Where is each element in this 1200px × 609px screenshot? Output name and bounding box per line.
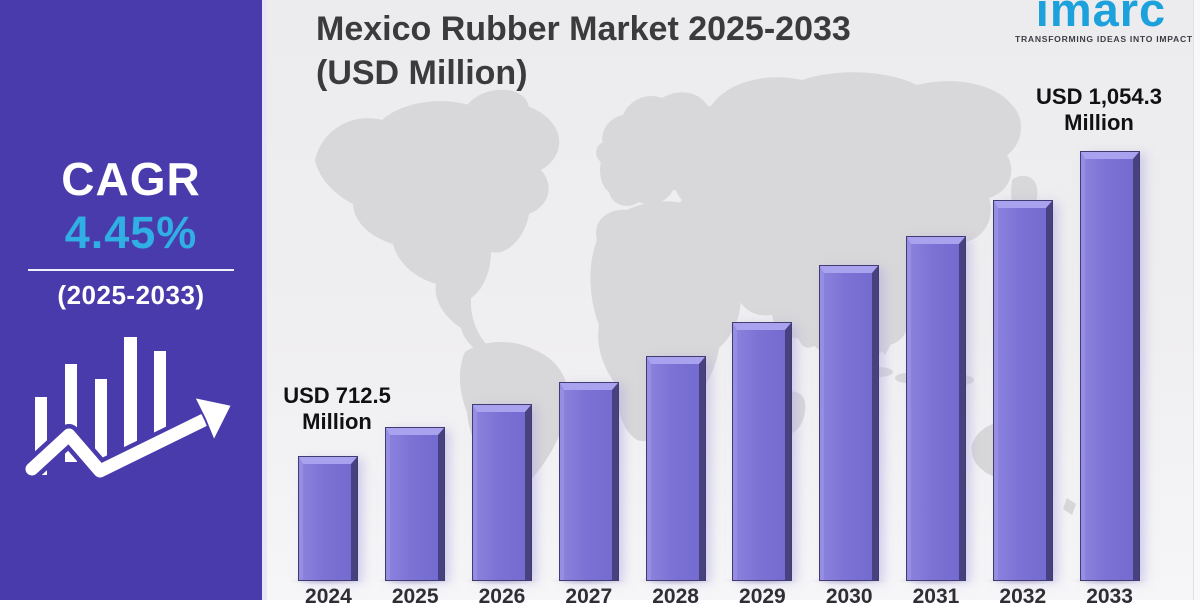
value-label-2024-line2: Million [302,408,372,434]
bar-slot-2025: 2025 [372,0,459,608]
bar-2029 [733,323,792,580]
cagr-period: (2025-2033) [57,280,205,310]
bar-slot-2033: 2033 [1066,0,1153,608]
value-label-2033-line2: Million [1064,109,1134,135]
bar-slot-2031: 2031 [893,0,980,608]
bar-2027 [559,383,618,580]
bar-slot-2032: 2032 [979,0,1066,608]
chart-title: Mexico Rubber Market 2025-2033 (USD Mill… [316,8,851,95]
bar-2030 [820,266,879,580]
imarc-logo-wordmark: imarc [1035,0,1167,36]
bar-shadow-2033 [1071,576,1148,585]
year-label-2033: 2033 [1086,585,1133,608]
cagr-sidebar: CAGR 4.45% (2025-2033) [0,0,262,600]
bar-chart-growth-arrow-icon [21,327,238,514]
imarc-logo: imarc TRANSFORMING IDEAS INTO IMPACT [1015,0,1193,44]
bar-shadow-2029 [724,576,801,585]
bar-shadow-2031 [897,576,974,585]
bar-slot-2026: 2026 [459,0,546,608]
cagr-divider [28,269,234,271]
bar-shadow-2028 [637,576,714,585]
bar-shadow-2027 [550,576,627,585]
bar-slot-2029: 2029 [719,0,806,608]
value-label-2033-line1: USD 1,054.3 [1036,84,1162,109]
bar-shadow-2030 [811,576,888,585]
bar-slot-2028: 2028 [632,0,719,608]
bar-slot-2027: 2027 [545,0,632,608]
bar-2025 [386,428,445,580]
panel-divider [262,0,267,600]
bar-2026 [472,405,531,580]
cagr-label: CAGR [61,153,201,205]
bar-2031 [906,237,965,580]
bar-2024 [299,457,358,580]
value-label-2024-line1: USD 712.5 [283,383,391,408]
value-label-2033: USD 1,054.3 Million [1024,84,1174,136]
bar-slot-2024: 2024 [285,0,372,608]
right-edge-strip [1193,0,1200,600]
bar-row: 2024 2025 2026 2027 2028 2029 2030 2031 2032 2033 [285,0,1153,608]
bar-shadow-2026 [463,576,540,585]
bar-2028 [646,357,705,580]
bar-shadow-2024 [290,576,367,585]
chart-panel: Mexico Rubber Market 2025-2033 (USD Mill… [267,0,1200,608]
bar-shadow-2032 [984,576,1061,585]
value-label-2024: USD 712.5 Million [262,383,412,435]
imarc-logo-tagline: TRANSFORMING IDEAS INTO IMPACT [1015,34,1193,44]
bar-slot-2030: 2030 [806,0,893,608]
bar-shadow-2025 [377,576,454,585]
chart-title-line1: Mexico Rubber Market 2025-2033 [316,10,851,48]
chart-title-line2: (USD Million) [316,53,528,92]
cagr-value: 4.45% [64,207,198,258]
bar-2033 [1080,152,1139,580]
bar-2032 [993,201,1052,580]
